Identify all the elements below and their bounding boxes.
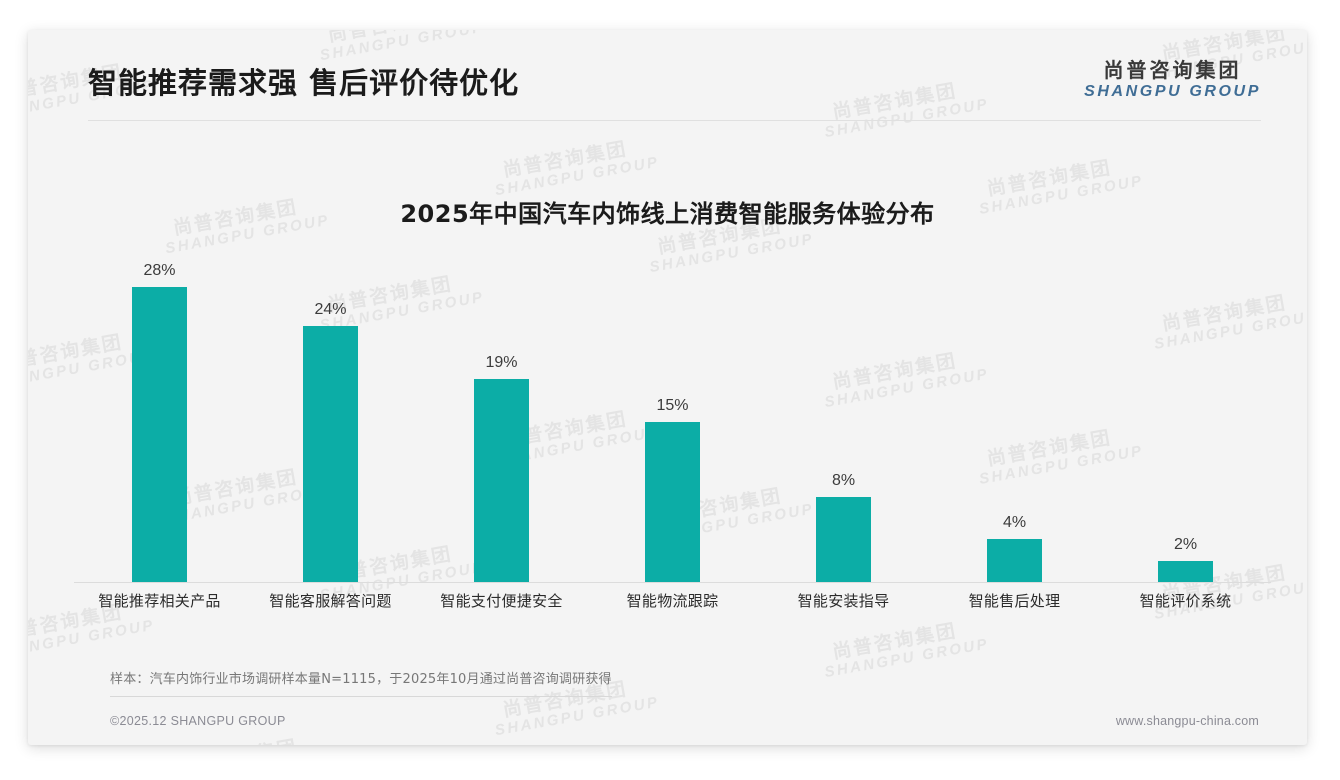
- copyright-text: ©2025.12 SHANGPU GROUP: [110, 714, 286, 728]
- bar[interactable]: [645, 422, 700, 582]
- slide-footer: ©2025.12 SHANGPU GROUP www.shangpu-china…: [28, 702, 1307, 745]
- chart-plot-area: 28% 24% 19% 15% 8% 4% 2%: [74, 262, 1271, 583]
- page-title: 智能推荐需求强 售后评价待优化: [88, 66, 520, 100]
- x-axis-label: 智能支付便捷安全: [440, 592, 563, 610]
- x-axis-label: 智能推荐相关产品: [98, 592, 221, 610]
- bar-value-label: 8%: [831, 471, 856, 489]
- x-axis-label: 智能物流跟踪: [626, 592, 719, 610]
- bar-value-label: 15%: [656, 397, 689, 414]
- logo-english-text: SHANGPU GROUP: [1084, 83, 1261, 100]
- chart-container: 2025年中国汽车内饰线上消费智能服务体验分布 28% 24% 19% 15% 8% 4%…: [28, 122, 1307, 652]
- bar-slot: 24%: [245, 262, 416, 582]
- bar-value-label: 4%: [1002, 514, 1027, 532]
- bar-slot: 8%: [758, 262, 929, 582]
- x-axis-label: 智能安装指导: [797, 592, 890, 610]
- x-axis-tick-labels: 智能推荐相关产品 智能客服解答问题 智能支付便捷安全 智能物流跟踪 智能安装指导 智能售后…: [74, 590, 1271, 611]
- source-note: 样本：汽车内饰行业市场调研样本量N=1115，于2025年10月通过尚普咨询调研…: [110, 668, 612, 697]
- x-axis-label: 智能客服解答问题: [269, 592, 392, 610]
- brand-logo: 尚普咨询集团 SHANGPU GROUP: [1084, 58, 1261, 102]
- bar-series: 28% 24% 19% 15% 8% 4% 2%: [74, 262, 1271, 582]
- bar-slot: 15%: [587, 262, 758, 582]
- x-axis-label: 智能售后处理: [968, 592, 1061, 610]
- bar[interactable]: [303, 326, 358, 582]
- bar-value-label: 28%: [143, 262, 176, 279]
- chart-title: 2025年中国汽车内饰线上消费智能服务体验分布: [400, 200, 935, 228]
- source-note-wrapper: 样本：汽车内饰行业市场调研样本量N=1115，于2025年10月通过尚普咨询调研…: [110, 668, 612, 697]
- bar[interactable]: [987, 539, 1042, 582]
- bar-value-label: 24%: [314, 301, 347, 318]
- logo-chinese-text: 尚普咨询集团: [1103, 58, 1242, 82]
- bar[interactable]: [816, 496, 871, 582]
- header-divider: [88, 120, 1261, 121]
- x-axis-line: [74, 582, 1271, 583]
- bar[interactable]: [1158, 560, 1213, 582]
- bar-slot: 4%: [929, 262, 1100, 582]
- bar-value-label: 19%: [485, 354, 518, 372]
- bar[interactable]: [474, 379, 529, 582]
- website-link[interactable]: www.shangpu-china.com: [1115, 714, 1259, 728]
- bar-value-label: 2%: [1173, 535, 1198, 553]
- x-axis-label: 智能评价系统: [1139, 592, 1232, 610]
- bar-slot: 28%: [74, 262, 245, 582]
- bar[interactable]: [132, 287, 187, 582]
- slide-header: 智能推荐需求强 售后评价待优化 尚普咨询集团 SHANGPU GROUP: [28, 30, 1307, 122]
- bar-slot: 19%: [416, 262, 587, 582]
- bar-slot: 2%: [1100, 262, 1271, 582]
